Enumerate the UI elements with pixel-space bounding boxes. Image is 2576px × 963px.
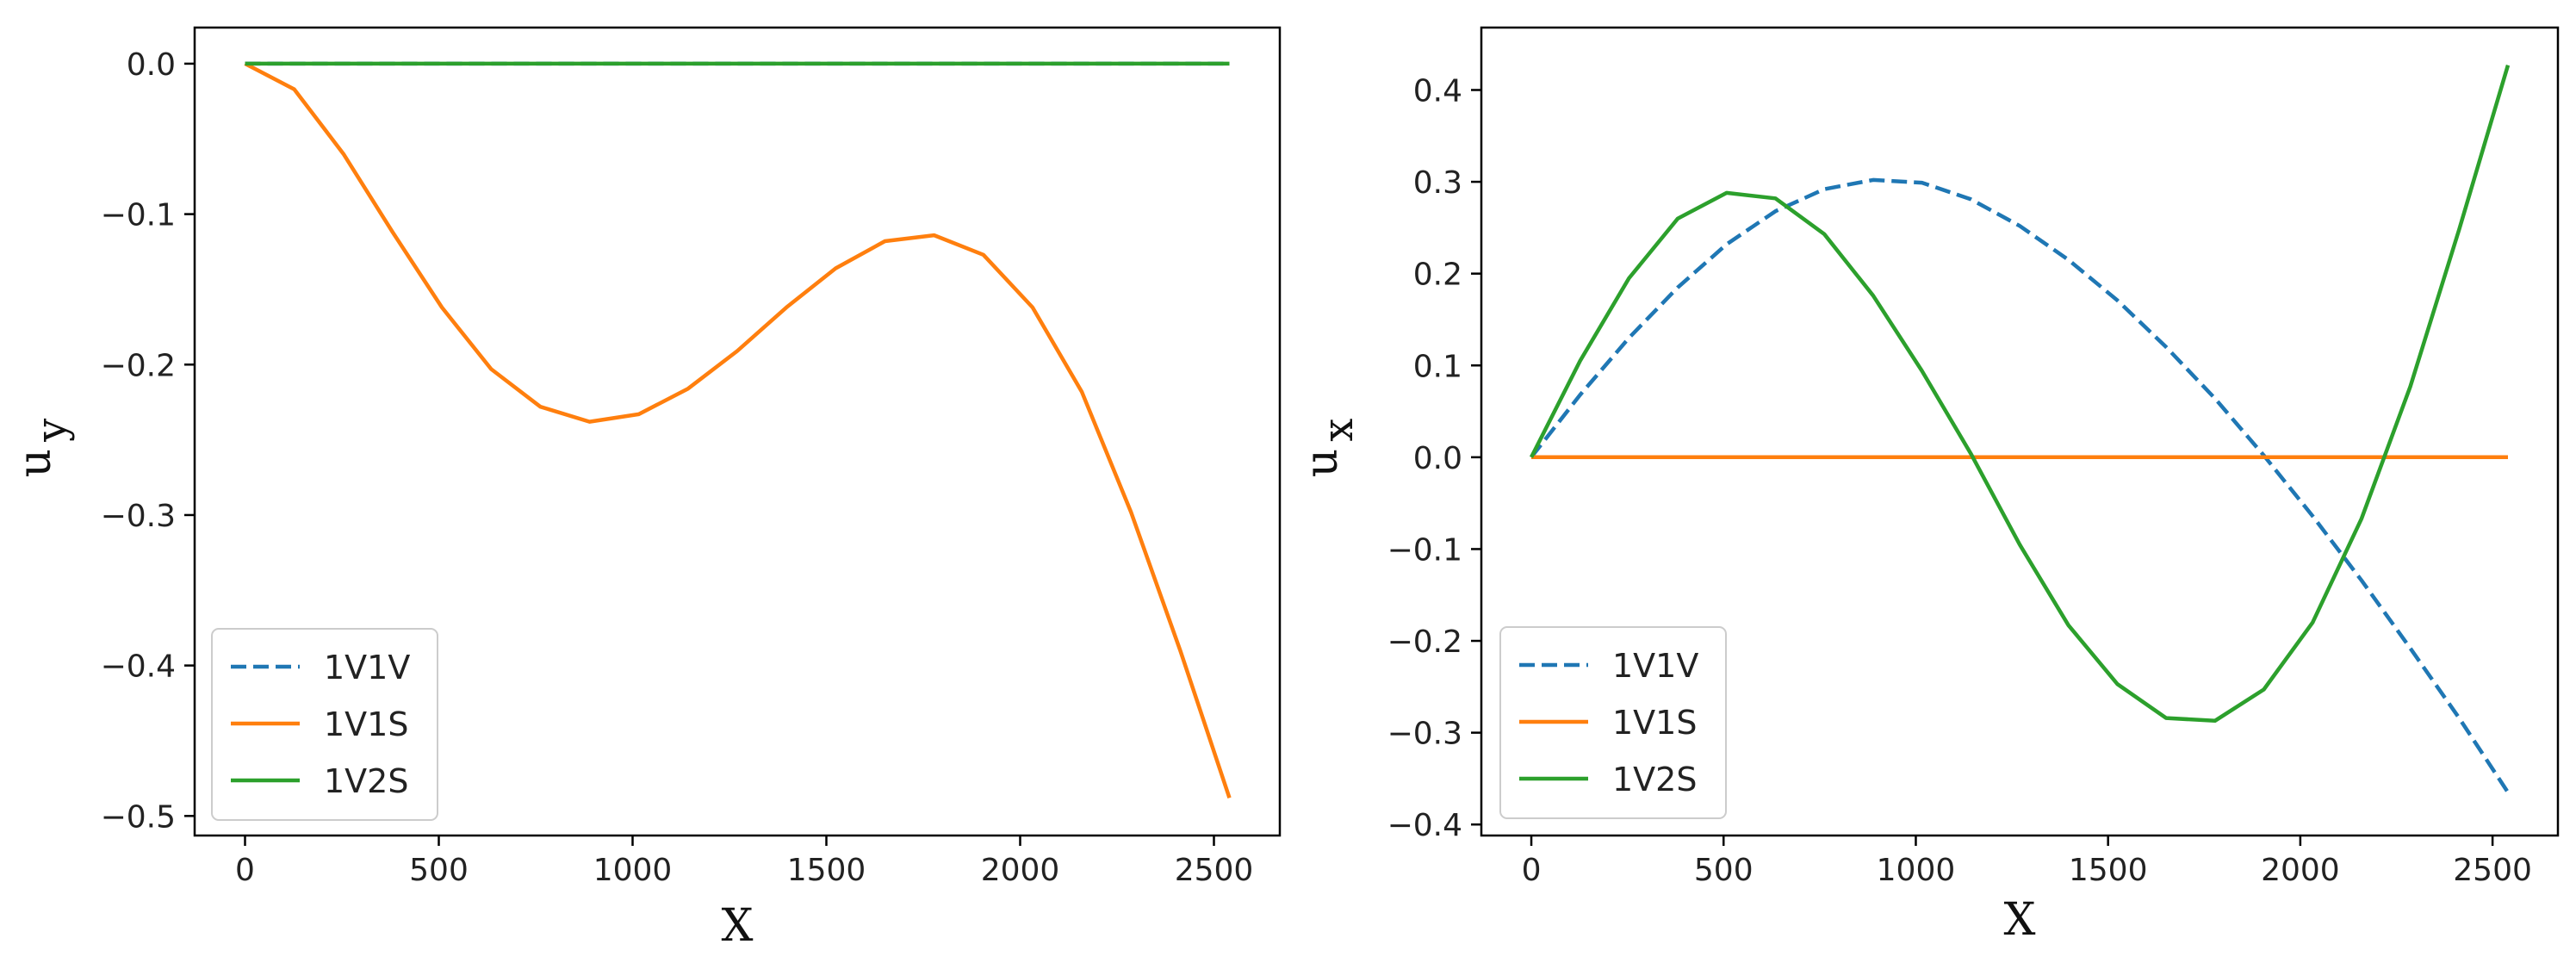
y-tick-label: 0.0	[127, 47, 176, 83]
y-tick-label: −0.2	[1387, 624, 1462, 660]
x-axis-label: X	[721, 900, 753, 952]
legend-label-1v2s: 1V2S	[324, 762, 408, 800]
x-tick-label: 1500	[2069, 853, 2148, 888]
x-tick-label: 500	[1694, 853, 1754, 888]
y-tick-label: −0.1	[101, 198, 176, 233]
y-tick-label: −0.1	[1387, 532, 1462, 568]
legend-label-1v2s: 1V2S	[1612, 761, 1697, 798]
y-tick-label: −0.4	[1387, 808, 1462, 843]
x-axis-label: X	[2003, 894, 2035, 946]
x-tick-label: 1000	[593, 853, 673, 888]
y-tick-label: −0.3	[1387, 717, 1462, 752]
x-tick-label: 2500	[2453, 853, 2532, 888]
y-tick-label: 0.4	[1413, 73, 1462, 109]
legend-label-1v1v: 1V1V	[324, 649, 410, 687]
legend-label-1v1s: 1V1S	[1612, 704, 1697, 742]
x-tick-label: 1500	[787, 853, 866, 888]
chart-panel-1: 0 500 1000 1500 2000 2500 0.0 −0.1 −0.2 −0.3 −0.4 −…	[9, 26, 1282, 952]
legend-box	[211, 628, 438, 821]
plot-frame	[1480, 26, 2560, 837]
series-line-1v2s	[1529, 65, 2511, 724]
y-tick-label: 0.1	[1413, 349, 1462, 384]
series-line-1v1v	[1530, 177, 2510, 794]
x-tick-label: 2000	[981, 853, 1060, 888]
legend-box	[1499, 626, 1727, 819]
y-tick-label: 0.3	[1413, 165, 1462, 201]
x-tick-label: 0	[235, 853, 255, 888]
y-axis-label-subscript: y	[28, 419, 76, 443]
x-tick-label: 0	[1522, 853, 1542, 888]
y-tick-label: 0.2	[1413, 258, 1462, 293]
chart-panel-2: 0 500 1000 1500 2000 2500 0.4 0.3 0.2 0.1 0.0 −0.1 −…	[1296, 26, 2560, 946]
y-tick-label: 0.0	[1413, 441, 1462, 476]
series-line-1v1s	[244, 61, 1232, 799]
y-tick-label: −0.4	[101, 649, 176, 685]
x-tick-label: 2500	[1175, 853, 1254, 888]
x-tick-label: 1000	[1877, 853, 1956, 888]
legend-label-1v1s: 1V1S	[324, 705, 408, 743]
legend: 1V1V 1V1S 1V2S	[1499, 626, 1727, 819]
legend-label-1v1v: 1V1V	[1612, 647, 1698, 685]
y-axis-label: uy	[9, 419, 76, 478]
plot-frame	[193, 26, 1282, 837]
y-tick-label: −0.5	[101, 799, 176, 835]
y-tick-label: −0.3	[101, 499, 176, 534]
y-axis-label-subscript: x	[1314, 419, 1362, 442]
y-axis-label: ux	[1296, 419, 1362, 478]
legend: 1V1V 1V1S 1V2S	[211, 628, 438, 821]
x-tick-label: 2000	[2261, 853, 2340, 888]
y-tick-label: −0.2	[101, 348, 176, 383]
x-tick-label: 500	[409, 853, 469, 888]
